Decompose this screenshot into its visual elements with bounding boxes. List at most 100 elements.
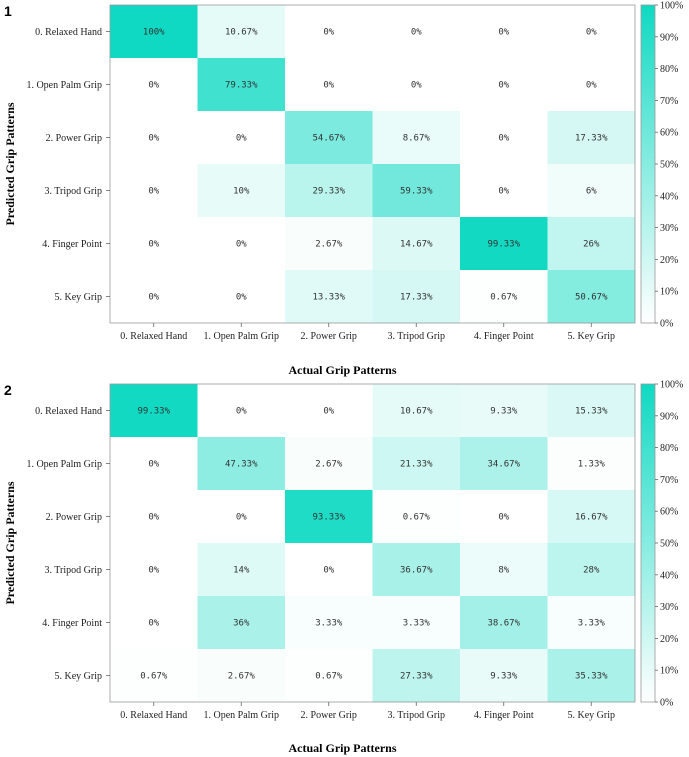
heatmap-cell <box>110 649 198 703</box>
cell-value-label: 29.33% <box>312 187 345 197</box>
cell-value-label: 0% <box>148 134 159 144</box>
heatmap-cell <box>372 596 461 650</box>
heatmap-cell <box>197 490 286 544</box>
colorbar-tick-label: 60% <box>660 507 678 518</box>
colorbar-tick-label: 100% <box>660 380 683 391</box>
y-axis-title: Predicted Grip Patterns <box>3 481 17 604</box>
cell-value-label: 10.67% <box>225 28 258 38</box>
plot-frame <box>109 4 636 324</box>
cell-value-label: 9.33% <box>490 407 518 417</box>
x-tick-label: 2. Power Grip <box>301 710 357 721</box>
cell-value-label: 26% <box>583 240 600 250</box>
heatmap-cell <box>547 437 636 491</box>
heatmap-cell <box>110 543 198 597</box>
cell-value-label: 0% <box>586 81 597 91</box>
x-axis-title: Actual Grip Patterns <box>289 363 397 377</box>
y-tick-label: 1. Open Palm Grip <box>26 459 102 470</box>
cell-value-label: 3.33% <box>315 619 343 629</box>
y-tick-label: 0. Relaxed Hand <box>35 406 102 417</box>
heatmap-cell <box>547 384 636 438</box>
heatmap-cell <box>285 596 373 650</box>
cell-value-label: 0% <box>236 240 247 250</box>
heatmap-cell <box>285 217 373 271</box>
heatmap-cell <box>197 384 286 438</box>
cell-value-label: 93.33% <box>312 513 345 523</box>
heatmap-cell <box>547 596 636 650</box>
heatmap-cell <box>285 543 373 597</box>
heatmap-cell <box>547 5 636 59</box>
x-tick-label: 2. Power Grip <box>301 331 357 342</box>
heatmap-cell <box>197 649 286 703</box>
x-axis-title: Actual Grip Patterns <box>289 741 397 755</box>
heatmap-cell <box>110 596 198 650</box>
y-tick-label: 4. Finger Point <box>42 239 102 250</box>
heatmap-cell <box>547 490 636 544</box>
x-tick-label: 3. Tripod Grip <box>387 331 445 342</box>
heatmap-cell <box>197 58 286 112</box>
cell-value-label: 21.33% <box>400 460 433 470</box>
colorbar-tick-label: 90% <box>660 32 678 43</box>
colorbar <box>640 4 656 324</box>
heatmap-cell <box>285 384 373 438</box>
y-tick-label: 0. Relaxed Hand <box>35 27 102 38</box>
heatmap-cell <box>285 111 373 165</box>
plot-frame <box>109 383 636 703</box>
heatmap-cell <box>372 543 461 597</box>
cell-value-label: 8% <box>498 566 509 576</box>
cell-value-label: 0% <box>498 81 509 91</box>
cell-value-label: 47.33% <box>225 460 258 470</box>
cell-value-label: 17.33% <box>575 134 608 144</box>
heatmap-cell <box>460 270 548 324</box>
heatmap-cell <box>110 217 198 271</box>
cell-value-label: 16.67% <box>575 513 608 523</box>
cell-value-label: 10% <box>233 187 250 197</box>
heatmap-cell <box>285 58 373 112</box>
heatmap-cell <box>372 437 461 491</box>
heatmap-cell <box>285 164 373 218</box>
y-tick-label: 3. Tripod Grip <box>44 565 102 576</box>
cell-value-label: 35.33% <box>575 672 608 682</box>
heatmap-cell <box>460 111 548 165</box>
heatmap-cell <box>285 490 373 544</box>
cell-value-label: 0% <box>498 187 509 197</box>
y-tick-label: 5. Key Grip <box>55 292 103 303</box>
x-tick-label: 3. Tripod Grip <box>387 710 445 721</box>
x-tick-label: 5. Key Grip <box>568 331 616 342</box>
cell-value-label: 0% <box>148 187 159 197</box>
cell-value-label: 0% <box>411 28 422 38</box>
colorbar-tick-label: 100% <box>660 1 683 12</box>
cell-value-label: 14% <box>233 566 250 576</box>
cell-value-label: 0% <box>498 513 509 523</box>
cell-value-label: 50.67% <box>575 293 608 303</box>
heatmap-cell <box>372 5 461 59</box>
y-tick-label: 2. Power Grip <box>46 512 102 523</box>
cell-value-label: 8.67% <box>403 134 431 144</box>
colorbar-tick-label: 80% <box>660 443 678 454</box>
colorbar-tick-label: 80% <box>660 64 678 75</box>
heatmap-cell <box>460 490 548 544</box>
colorbar-tick-label: 30% <box>660 223 678 234</box>
cell-value-label: 0% <box>586 28 597 38</box>
heatmap-cell <box>372 490 461 544</box>
cell-value-label: 0% <box>498 28 509 38</box>
cell-value-label: 36% <box>233 619 250 629</box>
colorbar-tick-label: 30% <box>660 602 678 613</box>
heatmap-cell <box>197 111 286 165</box>
heatmap-cell <box>460 649 548 703</box>
cell-value-label: 0% <box>148 619 159 629</box>
heatmap-cell <box>372 164 461 218</box>
colorbar-tick-label: 90% <box>660 411 678 422</box>
panel-label: 2 <box>4 382 12 398</box>
cell-value-label: 79.33% <box>225 81 258 91</box>
heatmap-cell <box>110 111 198 165</box>
heatmap-cell <box>285 270 373 324</box>
heatmap-cell <box>460 217 548 271</box>
colorbar-tick-label: 70% <box>660 96 678 107</box>
cell-value-label: 0% <box>236 407 247 417</box>
heatmap-cell <box>460 596 548 650</box>
heatmap-cell <box>110 490 198 544</box>
cell-value-label: 15.33% <box>575 407 608 417</box>
cell-value-label: 13.33% <box>312 293 345 303</box>
cell-value-label: 3.33% <box>578 619 606 629</box>
cell-value-label: 2.67% <box>315 240 343 250</box>
